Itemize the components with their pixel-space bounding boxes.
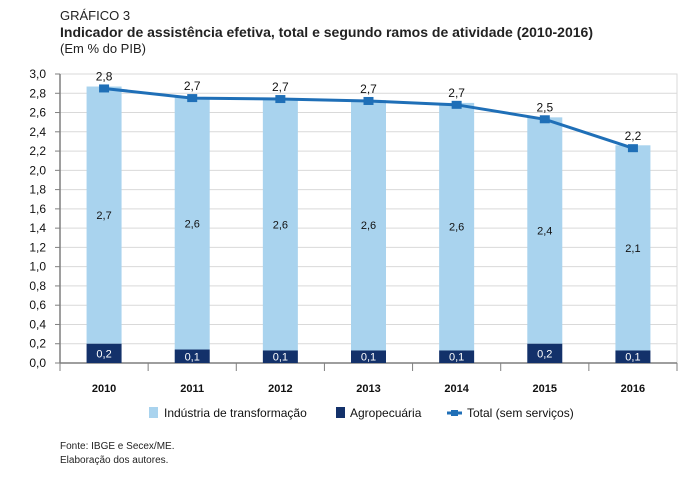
data-label-industria: 2,4 (537, 226, 552, 238)
y-tick-label: 2,4 (29, 125, 46, 139)
y-tick-label: 2,8 (29, 86, 46, 100)
data-label-industria: 2,6 (449, 222, 464, 234)
y-tick-label: 0,6 (29, 298, 46, 312)
marker-total (451, 100, 462, 109)
y-tick-label: 0,2 (29, 337, 46, 351)
bar-agropecuaria (351, 350, 386, 363)
data-label-industria: 2,6 (185, 218, 200, 230)
y-tick-label: 1,0 (29, 260, 46, 274)
bar-industria (527, 117, 563, 344)
data-label-total: 2,7 (360, 82, 377, 96)
y-tick-label: 2,2 (29, 144, 46, 158)
marker-total (275, 95, 286, 104)
credit-note: Elaboração dos autores. (60, 455, 169, 466)
data-label-agropecuaria: 0,1 (361, 352, 376, 364)
x-tick-label: 2014 (444, 383, 469, 395)
x-tick-label: 2015 (533, 383, 557, 395)
data-label-total: 2,2 (625, 129, 642, 143)
bar-agropecuaria (439, 350, 475, 363)
x-tick-label: 2011 (180, 383, 204, 395)
bar-agropecuaria (174, 349, 210, 363)
data-label-industria: 2,1 (625, 243, 640, 255)
bar-industria (262, 98, 298, 351)
chart-header: GRÁFICO 3 Indicador de assistência efeti… (60, 8, 593, 57)
legend-marker-total (451, 410, 458, 416)
data-label-industria: 2,6 (361, 220, 376, 232)
y-tick-label: 1,4 (29, 221, 46, 235)
bar-agropecuaria (86, 343, 122, 363)
bar-agropecuaria (262, 350, 298, 363)
data-label-industria: 2,6 (273, 219, 288, 231)
bar-industria (86, 86, 122, 344)
marker-total (99, 84, 110, 93)
chart-number: GRÁFICO 3 (60, 8, 131, 23)
y-tick-label: 0,4 (29, 317, 46, 331)
x-tick-label: 2010 (92, 383, 116, 395)
x-tick-label: 2013 (356, 383, 380, 395)
chart-title: Indicador de assistência efetiva, total … (60, 24, 593, 40)
data-label-total: 2,7 (184, 79, 201, 93)
y-tick-label: 1,6 (29, 202, 46, 216)
legend-label-total: Total (sem serviços) (467, 406, 574, 420)
x-tick-label: 2016 (621, 383, 645, 395)
marker-total (539, 115, 550, 124)
y-tick-label: 2,6 (29, 106, 46, 120)
data-label-agropecuaria: 0,2 (537, 348, 552, 360)
data-label-agropecuaria: 0,1 (625, 352, 640, 364)
source-note: Fonte: IBGE e Secex/ME. (60, 441, 175, 452)
bar-industria (615, 145, 651, 351)
marker-total (363, 96, 374, 105)
x-tick-label: 2012 (268, 383, 292, 395)
data-label-agropecuaria: 0,1 (273, 352, 288, 364)
data-label-agropecuaria: 0,2 (96, 348, 111, 360)
data-label-agropecuaria: 0,1 (185, 351, 200, 363)
bar-agropecuaria (615, 350, 651, 363)
chart-unit: (Em % do PIB) (60, 41, 146, 56)
marker-total (627, 144, 638, 153)
bar-industria (174, 97, 210, 350)
chart-footer: Fonte: IBGE e Secex/ME. Elaboração dos a… (60, 440, 175, 468)
bar-agropecuaria (527, 343, 563, 363)
y-tick-label: 3,0 (29, 67, 46, 81)
y-tick-label: 1,8 (29, 183, 46, 197)
legend-label-industria: Indústria de transformação (164, 406, 307, 420)
data-label-total: 2,7 (448, 86, 465, 100)
data-label-total: 2,8 (96, 69, 113, 83)
legend-label-agropecuaria: Agropecuária (350, 406, 422, 420)
data-label-total: 2,7 (272, 80, 289, 94)
y-tick-label: 2,0 (29, 163, 46, 177)
marker-total (187, 94, 198, 103)
legend-swatch-agropecuaria (336, 407, 345, 418)
y-tick-label: 0,0 (29, 356, 46, 370)
bar-industria (439, 102, 475, 351)
legend-swatch-industria (149, 407, 158, 418)
data-label-agropecuaria: 0,1 (449, 352, 464, 364)
bar-industria (351, 100, 386, 351)
data-label-total: 2,5 (536, 100, 553, 114)
data-label-industria: 2,7 (96, 210, 111, 222)
y-tick-label: 1,2 (29, 240, 46, 254)
y-tick-label: 0,8 (29, 279, 46, 293)
